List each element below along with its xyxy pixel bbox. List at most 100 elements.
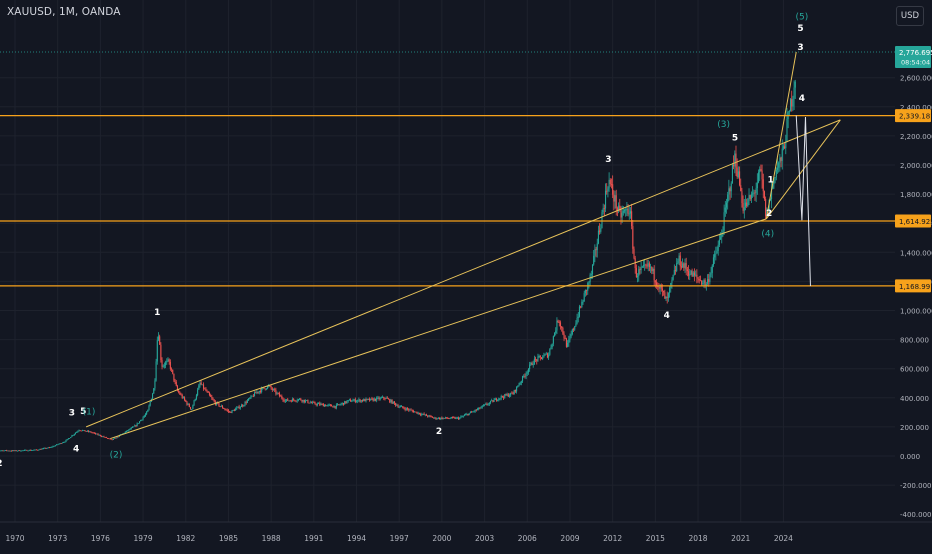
- candle: [693, 271, 694, 277]
- candle-body: [89, 431, 90, 432]
- candle: [503, 396, 504, 400]
- candle: [409, 408, 410, 411]
- candle: [664, 290, 665, 299]
- candle: [20, 450, 21, 451]
- candle-body: [695, 275, 696, 276]
- candle: [367, 399, 368, 401]
- candle-body: [303, 400, 304, 402]
- candle-body: [539, 356, 540, 357]
- candle-body: [747, 199, 748, 206]
- candle-body: [689, 274, 690, 275]
- candle-body: [86, 431, 87, 432]
- candle-body: [580, 307, 581, 308]
- candle: [328, 404, 329, 407]
- candle-body: [601, 212, 602, 228]
- candle-body: [656, 282, 657, 285]
- candle-body: [61, 443, 62, 444]
- candle: [82, 430, 83, 431]
- candle: [197, 388, 198, 397]
- candle-body: [517, 386, 518, 387]
- candle: [164, 362, 165, 368]
- candle-body: [361, 400, 362, 402]
- candle-body: [43, 448, 44, 449]
- candle-body: [220, 406, 221, 407]
- candle: [223, 408, 224, 409]
- candle-body: [753, 193, 754, 194]
- candle: [337, 403, 338, 406]
- candle: [566, 338, 567, 348]
- candle: [71, 435, 72, 437]
- candle-body: [7, 451, 8, 452]
- candle-body: [179, 392, 180, 394]
- time-tick-label: 1976: [91, 534, 110, 543]
- candle: [313, 401, 314, 403]
- candle-body: [428, 416, 429, 417]
- candle: [69, 438, 70, 439]
- price-axis[interactable]: -400.000-200.0000.000200.000400.000600.0…: [895, 0, 932, 550]
- candle: [579, 305, 580, 318]
- candle-body: [646, 265, 647, 266]
- candle: [511, 391, 512, 393]
- candle-body: [471, 412, 472, 413]
- candle-body: [757, 182, 758, 188]
- candle: [643, 260, 644, 268]
- candle-body: [470, 412, 471, 413]
- wave-label: 4: [664, 311, 670, 321]
- candle: [708, 274, 709, 287]
- candle-body: [443, 418, 444, 419]
- candle-body: [587, 283, 588, 291]
- candle: [16, 450, 17, 451]
- candle: [395, 403, 396, 407]
- wave-label: (1): [83, 408, 96, 418]
- candle: [311, 401, 312, 403]
- candle-body: [311, 402, 312, 403]
- candle-body: [88, 431, 89, 432]
- candle-body: [71, 436, 72, 438]
- candle-body: [600, 228, 601, 232]
- candle-body: [732, 165, 733, 184]
- candle: [279, 392, 280, 398]
- price-tick-label: 800.000: [900, 337, 929, 345]
- candle: [292, 397, 293, 401]
- candle: [275, 388, 276, 396]
- currency-button[interactable]: USD: [896, 6, 924, 26]
- candle: [341, 403, 342, 406]
- candle: [342, 402, 343, 405]
- candle: [609, 172, 610, 192]
- candle: [667, 292, 668, 304]
- candle-body: [258, 392, 259, 393]
- candle: [462, 415, 463, 417]
- candle-body: [17, 451, 18, 452]
- candle-body: [65, 440, 66, 442]
- candle: [22, 450, 23, 451]
- candle: [668, 292, 669, 301]
- candle: [790, 98, 791, 112]
- candle-body: [128, 429, 129, 430]
- candle: [432, 416, 433, 418]
- candle-body: [266, 389, 267, 390]
- candle: [56, 444, 57, 445]
- candle-body: [64, 442, 65, 443]
- candle-body: [427, 416, 428, 417]
- candle: [160, 342, 161, 362]
- candle-body: [335, 406, 336, 408]
- candle-body: [301, 400, 302, 401]
- candle: [558, 320, 559, 323]
- candle: [539, 355, 540, 359]
- candle-body: [316, 404, 317, 405]
- candle: [134, 424, 135, 426]
- candle-body: [448, 418, 449, 419]
- candle-body: [291, 401, 292, 402]
- candle-body: [592, 265, 593, 275]
- candle-body: [683, 263, 684, 267]
- candle-body: [169, 359, 170, 362]
- candle-body: [726, 203, 727, 208]
- wave-label: 3: [69, 408, 75, 418]
- candle: [580, 306, 581, 309]
- candle-body: [56, 444, 57, 445]
- candle: [505, 393, 506, 395]
- candle: [690, 270, 691, 275]
